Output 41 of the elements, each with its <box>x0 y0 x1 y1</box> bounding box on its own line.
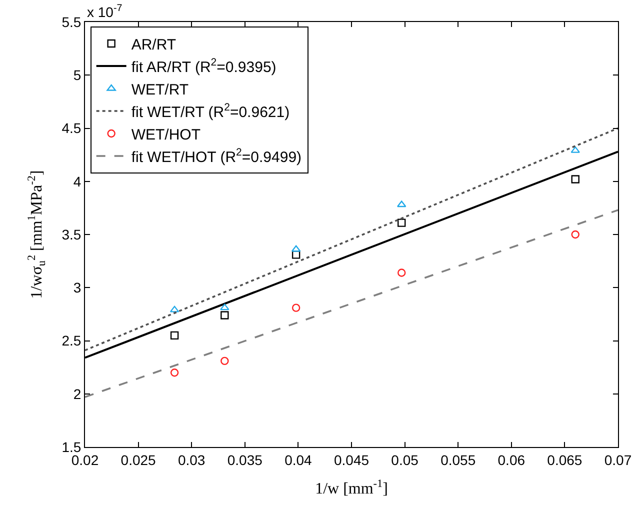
point <box>292 250 300 259</box>
point <box>220 311 229 320</box>
y-tick-label: 4 <box>73 173 82 190</box>
text: x 10$^{-7}$ <box>87 3 122 20</box>
point <box>570 146 580 153</box>
legend-label: fit WET/HOT (R$^{2}$=0.9499) <box>131 146 302 166</box>
point <box>220 356 229 366</box>
point <box>170 368 179 377</box>
point <box>398 218 406 227</box>
point <box>571 175 580 184</box>
point <box>571 230 580 239</box>
point <box>291 245 301 252</box>
point <box>292 304 300 312</box>
legend-label: fit AR/RT (R$^{2}$=0.9395) <box>131 56 276 76</box>
y-tick-label: 3 <box>73 280 82 296</box>
point <box>220 304 230 310</box>
legend-label: WET/RT <box>131 81 189 98</box>
x-axis-title: 1/w [mm$^{-1}$] <box>315 478 388 498</box>
point <box>170 306 180 312</box>
y-tick-label: 3.5 <box>62 226 82 242</box>
x-tick-label: 0.07 <box>604 452 632 468</box>
legend-label: AR/RT <box>131 36 176 54</box>
y-tick-label: 5 <box>73 67 82 84</box>
x-tick-label: 0.045 <box>334 452 370 468</box>
point <box>170 331 179 340</box>
legend-label: fit WET/RT (R$^{2}$=0.9621) <box>131 102 290 121</box>
x-tick-label: 0.025 <box>120 452 156 468</box>
legend-label: WET/HOT <box>131 126 200 144</box>
x-tick-label: 0.065 <box>547 452 582 468</box>
y-tick-label: 2 <box>73 386 82 402</box>
x-tick-label: 0.04 <box>284 452 312 468</box>
x-tick-label: 0.055 <box>440 452 476 468</box>
x-tick-label: 0.03 <box>178 452 206 468</box>
x-tick-label: 0.05 <box>391 452 419 468</box>
x-tick-label: 0.06 <box>498 452 526 468</box>
y-tick-label: 2.5 <box>62 332 82 349</box>
y-tick-label: 5.5 <box>62 14 82 30</box>
x-tick-label: 0.035 <box>227 452 263 468</box>
point <box>398 268 406 277</box>
point <box>396 200 406 208</box>
y-tick-label: 4.5 <box>62 120 82 136</box>
